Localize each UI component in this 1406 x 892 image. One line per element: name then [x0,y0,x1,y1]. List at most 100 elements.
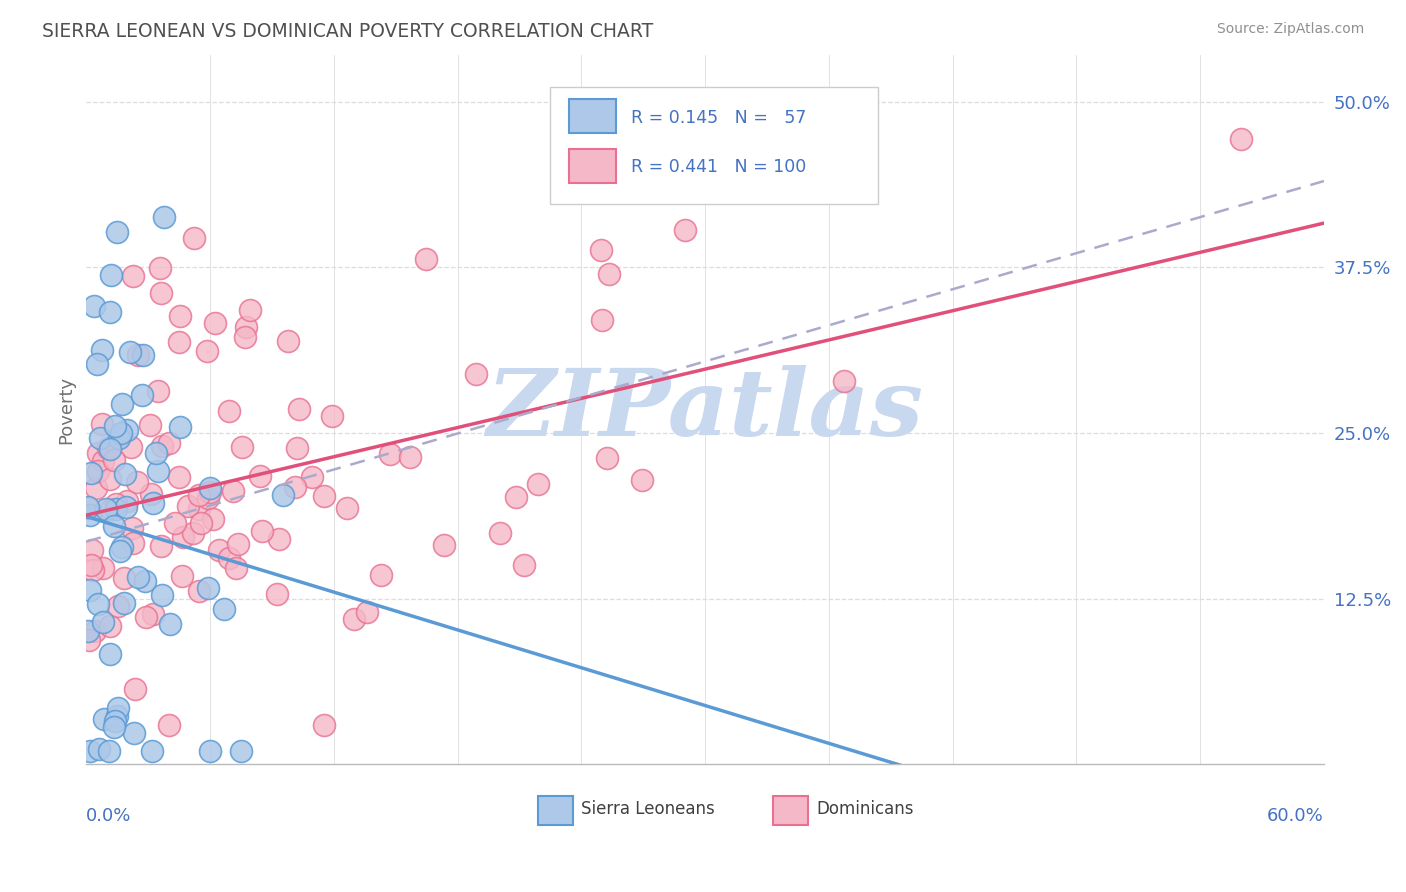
Bar [569,99,616,133]
Text: Sierra Leoneans: Sierra Leoneans [581,800,716,818]
Point [91,560,114,574]
Point [111,540,134,554]
Point [489,526,512,541]
Point [433,538,456,552]
Point [157,435,180,450]
Point [87,597,110,611]
Point [231,440,253,454]
Point [93,712,115,726]
Point [200,484,222,499]
Point [107,599,129,613]
Point [249,468,271,483]
Text: 0.0%: 0.0% [86,807,132,825]
Point [165,516,187,530]
Point [146,464,169,478]
Point [108,431,131,445]
Point [83,624,105,639]
Point [120,344,142,359]
Point [98,442,121,456]
Point [105,709,128,723]
Point [276,334,298,348]
Point [229,744,252,758]
Point [82,563,104,577]
Point [100,502,122,516]
Point [104,419,127,434]
Point [505,490,527,504]
Point [96,441,118,455]
Point [150,588,173,602]
Point [83,299,105,313]
Point [98,305,121,319]
Point [120,440,142,454]
Point [169,310,191,324]
Point [87,446,110,460]
Point [121,536,143,550]
Point [225,560,247,574]
Point [153,210,176,224]
Point [135,610,157,624]
Point [150,439,173,453]
Point [122,726,145,740]
Point [218,551,240,566]
Point [321,409,343,424]
Point [105,225,128,239]
Point [124,682,146,697]
Text: SIERRA LEONEAN VS DOMINICAN POVERTY CORRELATION CHART: SIERRA LEONEAN VS DOMINICAN POVERTY CORR… [42,22,654,41]
Text: Dominicans: Dominicans [817,800,914,818]
Point [591,243,613,257]
Text: R = 0.145   N =   57: R = 0.145 N = 57 [631,109,806,127]
Point [77,632,100,647]
Point [198,744,221,758]
Point [112,571,135,585]
Point [98,618,121,632]
Text: R = 0.441   N = 100: R = 0.441 N = 100 [631,158,806,177]
Point [222,484,245,499]
Bar [773,797,808,824]
Point [235,320,257,334]
Point [103,720,125,734]
Point [94,501,117,516]
Point [169,420,191,434]
Point [145,445,167,459]
Text: Source: ZipAtlas.com: Source: ZipAtlas.com [1216,22,1364,37]
Point [87,741,110,756]
Point [465,367,488,381]
Point [169,334,191,349]
Point [356,605,378,619]
Point [415,252,437,266]
Point [77,624,100,638]
Point [80,466,103,480]
Point [269,532,291,546]
Point [832,374,855,388]
Point [312,717,335,731]
Point [93,454,115,468]
Point [103,452,125,467]
Point [111,397,134,411]
Text: ZIPatlas: ZIPatlas [486,365,924,455]
Point [239,302,262,317]
Point [630,473,652,487]
Point [105,501,128,516]
Point [84,481,107,495]
Point [121,521,143,535]
Point [188,488,211,502]
Point [370,568,392,582]
Point [1230,132,1253,146]
Point [132,348,155,362]
Point [149,539,172,553]
Point [117,423,139,437]
Point [79,508,101,523]
Point [110,425,132,440]
Point [142,496,165,510]
Point [218,403,240,417]
Point [266,586,288,600]
Point [204,316,226,330]
Point [82,543,104,558]
Point [131,388,153,402]
Point [197,491,219,506]
Point [138,417,160,432]
Point [77,500,100,514]
Point [167,470,190,484]
Point [226,537,249,551]
Point [399,450,422,464]
